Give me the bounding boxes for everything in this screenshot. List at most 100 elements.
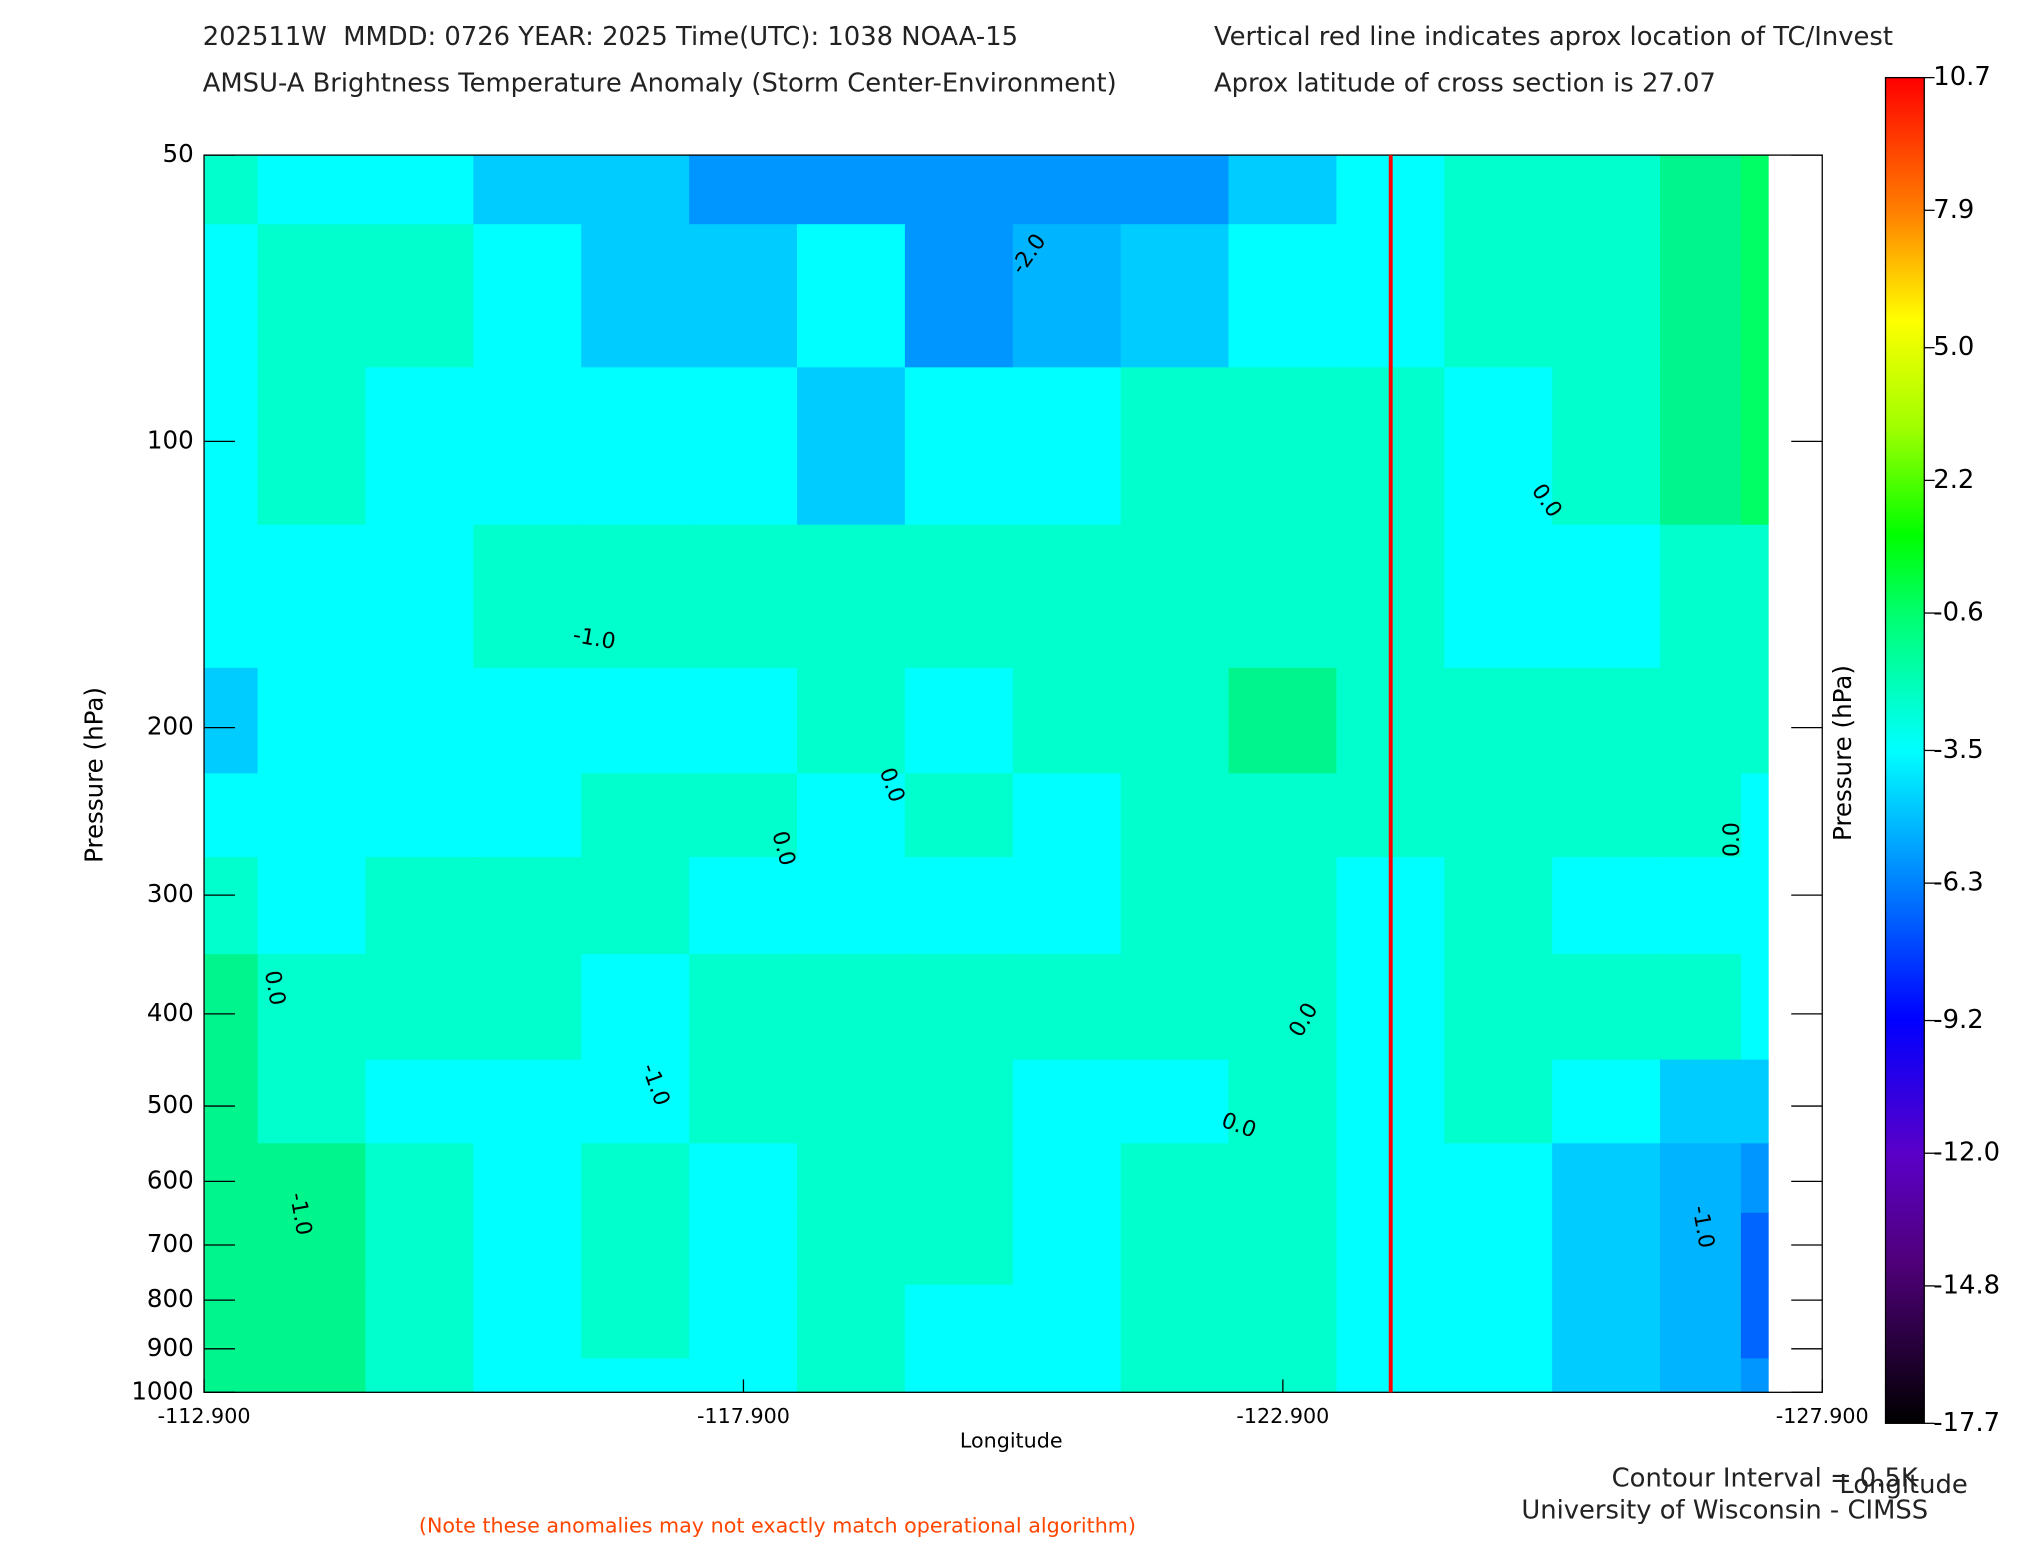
contour-cell xyxy=(796,1212,906,1286)
contour-cell xyxy=(1552,773,1661,858)
contour-cell xyxy=(1740,224,1769,369)
contour-cell xyxy=(1660,773,1742,858)
y-tick-label: 800 xyxy=(147,1284,194,1313)
y-tick-label: 300 xyxy=(147,879,194,908)
contour-field xyxy=(204,155,1769,1393)
contour-cell xyxy=(689,155,798,225)
contour-cell xyxy=(796,857,906,955)
contour-cell xyxy=(904,773,1014,858)
contour-cell xyxy=(365,155,475,225)
contour-cell xyxy=(581,857,690,955)
colorbar-tick-label: 2.2 xyxy=(1933,465,1974,495)
contour-cell xyxy=(1444,1059,1553,1145)
y-tick-label: 900 xyxy=(147,1333,194,1362)
contour-cell xyxy=(796,667,906,775)
contour-cell xyxy=(1120,667,1230,775)
y-tick-label: 1000 xyxy=(131,1376,193,1405)
colorbar xyxy=(1884,76,1925,1424)
contour-cell xyxy=(1120,224,1230,369)
contour-cell xyxy=(365,667,475,775)
footnote: (Note these anomalies may not exactly ma… xyxy=(419,1514,1136,1538)
contour-cell xyxy=(1444,773,1553,858)
contour-cell xyxy=(689,667,798,775)
contour-cell xyxy=(581,1059,690,1145)
contour-cell xyxy=(257,1212,367,1286)
contour-cell xyxy=(689,1059,798,1145)
contour-cell xyxy=(1012,667,1122,775)
contour-cell xyxy=(904,367,1014,526)
colorbar-tick-label: -12.0 xyxy=(1933,1138,2000,1168)
contour-cell xyxy=(1228,224,1338,369)
contour-label: 0.0 xyxy=(259,969,290,1008)
contour-cell xyxy=(904,1059,1014,1145)
contour-cell xyxy=(1660,857,1742,955)
contour-cell xyxy=(581,1358,690,1393)
contour-cell xyxy=(473,667,583,775)
contour-cell xyxy=(204,857,259,955)
contour-cell xyxy=(1444,954,1553,1061)
contour-cell xyxy=(796,367,906,526)
colorbar-tick-label: -17.7 xyxy=(1933,1408,2000,1438)
contour-cell xyxy=(204,773,259,858)
y-axis-label: Pressure (hPa) xyxy=(80,687,109,863)
contour-cell xyxy=(204,367,259,526)
contour-cell xyxy=(581,367,690,526)
colorbar-tick-label: -0.6 xyxy=(1933,598,1983,628)
contour-cell xyxy=(1228,1143,1338,1214)
colorbar-tick-label: 10.7 xyxy=(1933,62,1990,92)
y2-axis-label: Pressure (hPa) xyxy=(1828,665,1857,841)
contour-cell xyxy=(1740,857,1769,955)
contour-cell xyxy=(1228,1212,1338,1286)
contour-cell xyxy=(1444,667,1553,775)
colorbar-axis: -17.7 -14.8 -12.0 -9.2 -6.3 -3.5 -0.6 2.2 5.0 7.9… xyxy=(1924,62,2000,1438)
contour-cell xyxy=(257,1284,367,1360)
contour-cell xyxy=(204,155,259,225)
contour-cell xyxy=(796,773,906,858)
contour-cell xyxy=(1444,224,1553,369)
contour-cell xyxy=(473,857,583,955)
contour-cell xyxy=(1120,1212,1230,1286)
contour-cell xyxy=(581,524,690,669)
contour-cell xyxy=(1660,954,1742,1061)
contour-cell xyxy=(689,1284,798,1360)
contour-cell xyxy=(1552,1143,1661,1214)
contour-cell xyxy=(796,224,906,369)
contour-cell xyxy=(1740,954,1769,1061)
contour-cell xyxy=(1228,524,1338,669)
contour-cell xyxy=(473,1284,583,1360)
contour-cell xyxy=(365,1284,475,1360)
contour-cell xyxy=(904,1212,1014,1286)
contour-cell xyxy=(1740,1358,1769,1393)
x-tick-label: -117.900 xyxy=(697,1404,790,1428)
contour-cell xyxy=(1552,954,1661,1061)
contour-interval: Contour Interval = 0.5K xyxy=(1612,1463,1919,1493)
contour-cell xyxy=(796,1284,906,1360)
contour-cell xyxy=(473,524,583,669)
contour-cell xyxy=(1660,524,1742,669)
contour-label: 0.0 xyxy=(1720,822,1745,857)
contour-cell xyxy=(796,524,906,669)
contour-cell xyxy=(1552,857,1661,955)
contour-cell xyxy=(1444,367,1553,526)
contour-cell xyxy=(1552,1059,1661,1145)
x-axis-label: Longitude xyxy=(960,1428,1063,1452)
contour-cell xyxy=(204,1358,259,1393)
contour-cell xyxy=(1552,155,1661,225)
contour-cell xyxy=(365,524,475,669)
contour-cell xyxy=(1228,155,1338,225)
y-tick-label: 100 xyxy=(147,425,194,454)
contour-cell xyxy=(796,1358,906,1393)
contour-cell xyxy=(581,155,690,225)
contour-cell xyxy=(365,1212,475,1286)
contour-cell xyxy=(1444,1358,1553,1393)
y-tick-label: 400 xyxy=(147,998,194,1027)
contour-cell xyxy=(257,155,367,225)
y-tick-label: 700 xyxy=(147,1229,194,1258)
contour-cell xyxy=(1444,155,1553,225)
note: Vertical red line indicates aprox locati… xyxy=(1214,22,1893,52)
contour-cell xyxy=(1444,524,1553,669)
contour-cell xyxy=(1228,667,1338,775)
contour-cell xyxy=(257,1358,367,1393)
contour-cell xyxy=(1660,667,1742,775)
